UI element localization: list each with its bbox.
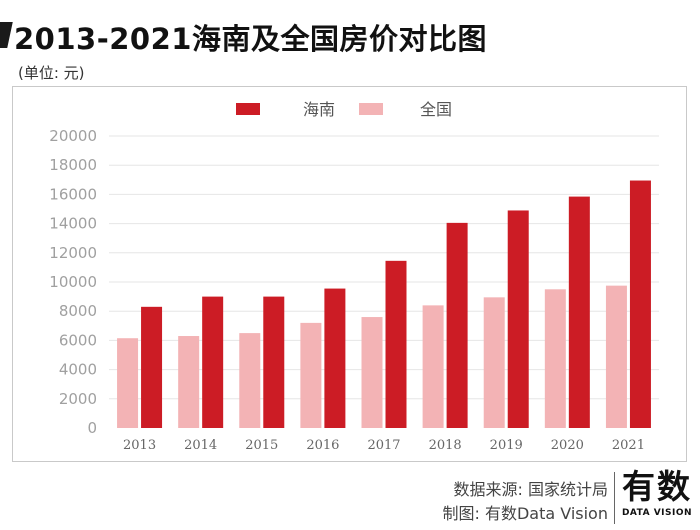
unit-label: (单位: 元): [18, 64, 85, 82]
y-tick-label: 8000: [59, 302, 97, 320]
bar-national: [544, 289, 566, 428]
legend-label-hainan: 海南: [303, 100, 335, 119]
y-tick-label: 20000: [49, 127, 97, 145]
title-marker: [0, 22, 13, 48]
bar-hainan: [629, 180, 651, 428]
y-tick-label: 2000: [59, 390, 97, 408]
bar-hainan: [446, 222, 468, 428]
y-tick-label: 4000: [59, 361, 97, 379]
bar-hainan: [263, 296, 285, 428]
x-tick-label: 2014: [184, 438, 217, 453]
bar-national: [300, 322, 322, 428]
x-tick-label: 2016: [306, 438, 339, 453]
bar-national: [422, 305, 444, 428]
y-tick-label: 6000: [59, 331, 97, 349]
bar-hainan: [385, 260, 407, 428]
x-tick-label: 2019: [490, 438, 523, 453]
x-tick-label: 2021: [612, 438, 645, 453]
chart-frame: 0 2000 4000 6000 8000 10000 12000 14000 16000 180…: [12, 86, 687, 462]
brand-logo-cn: 有数: [622, 467, 692, 506]
bar-hainan: [202, 296, 224, 428]
legend-swatch-national: [359, 103, 383, 115]
y-tick-label: 10000: [49, 273, 97, 291]
bar-national: [361, 317, 383, 428]
bar-national: [117, 338, 139, 428]
chart-title: 2013-2021海南及全国房价对比图: [14, 22, 487, 56]
brand-divider: [614, 472, 615, 524]
y-tick-label: 12000: [49, 244, 97, 262]
bar-national: [178, 336, 200, 428]
brand-logo-en: DATA VISION: [621, 508, 693, 518]
x-tick-label: 2020: [551, 438, 584, 453]
x-tick-label: 2015: [245, 438, 278, 453]
y-tick-label: 14000: [49, 215, 97, 233]
data-source: 数据来源: 国家统计局: [453, 480, 608, 499]
bar-hainan: [568, 196, 590, 428]
y-tick-label: 0: [87, 419, 97, 437]
bar-hainan: [324, 288, 346, 428]
x-tick-label: 2018: [429, 438, 462, 453]
y-tick-label: 18000: [49, 156, 97, 174]
x-tick-label: 2017: [367, 438, 400, 453]
bar-national: [239, 333, 261, 428]
chart-maker: 制图: 有数Data Vision: [442, 504, 608, 523]
x-tick-label: 2013: [123, 438, 156, 453]
bar-hainan: [141, 306, 163, 428]
bar-hainan: [507, 210, 529, 428]
y-tick-label: 16000: [49, 185, 97, 203]
bar-national: [605, 285, 627, 428]
legend-label-national: 全国: [420, 100, 452, 119]
legend-swatch-hainan: [236, 103, 260, 115]
bar-national: [483, 297, 505, 428]
bar-chart: 0 2000 4000 6000 8000 10000 12000 14000 16000 180…: [49, 100, 659, 453]
brand-logo: 有数 DATA VISION: [621, 466, 693, 518]
